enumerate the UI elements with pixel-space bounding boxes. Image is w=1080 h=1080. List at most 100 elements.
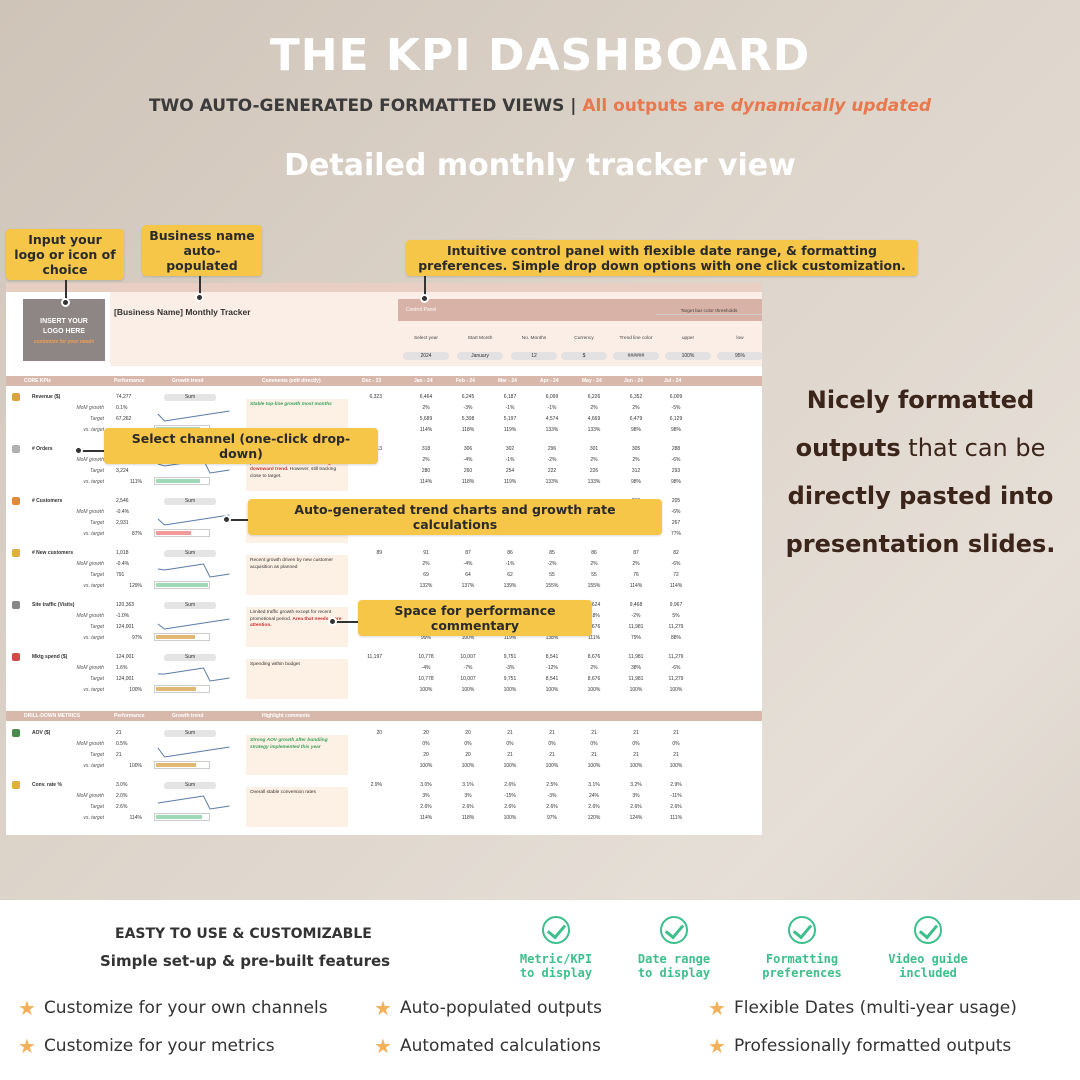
sum-dropdown[interactable]: Sum bbox=[164, 730, 216, 737]
month-value: 2% bbox=[632, 457, 640, 463]
kpi-sub-label: vs. target bbox=[83, 583, 104, 589]
kpi-name[interactable]: Site traffic (Visits) bbox=[32, 602, 75, 608]
sparkline-path bbox=[157, 795, 230, 810]
month-value: 205 bbox=[671, 498, 681, 504]
section-header-label: Growth trend bbox=[172, 713, 204, 719]
control-dropdown[interactable]: ###### bbox=[613, 352, 659, 360]
kpi-performance-value: -0.4% bbox=[116, 561, 130, 567]
control-label: Trend line color bbox=[619, 336, 653, 341]
month-value: 305 bbox=[631, 446, 641, 452]
connector bbox=[424, 276, 426, 298]
control-dropdown[interactable]: January bbox=[457, 352, 503, 360]
check-label-line: included bbox=[899, 966, 957, 980]
kpi-name[interactable]: # Orders bbox=[32, 446, 53, 452]
month-value: -1% bbox=[505, 561, 515, 567]
kpi-sub-label: vs. target bbox=[83, 763, 104, 769]
month-value: 111% bbox=[587, 635, 601, 641]
comment-text: Area that needs more attention. bbox=[250, 616, 342, 629]
month-value: 6,226 bbox=[587, 394, 601, 400]
kpi-performance-value: 124,001 bbox=[116, 654, 135, 660]
threshold-label: low bbox=[736, 336, 744, 341]
month-value: 21 bbox=[507, 730, 513, 736]
growth-trend-sparkline bbox=[157, 563, 230, 578]
month-value: -15% bbox=[504, 793, 516, 799]
month-value: -11% bbox=[670, 793, 682, 799]
connector bbox=[65, 265, 67, 303]
kpi-sub-label: Target bbox=[90, 752, 104, 758]
sum-dropdown[interactable]: Sum bbox=[164, 782, 216, 789]
kpi-name[interactable]: # Customers bbox=[32, 498, 63, 504]
month-value: 21 bbox=[673, 752, 679, 758]
control-dropdown[interactable]: 12 bbox=[511, 352, 557, 360]
check-label-line: to display bbox=[519, 966, 593, 980]
feature-label: Customize for your metrics bbox=[43, 1036, 275, 1056]
month-value: 2% bbox=[590, 405, 598, 411]
comment-box[interactable]: Limited traffic growth except for recent… bbox=[246, 607, 348, 647]
threshold-input[interactable]: 100% bbox=[665, 352, 711, 360]
month-value: -4% bbox=[463, 561, 473, 567]
month-value: 120% bbox=[587, 815, 601, 821]
month-value: 0% bbox=[590, 741, 598, 747]
check-label-line: Video guide bbox=[888, 952, 968, 966]
kpi-name[interactable]: Conv. rate % bbox=[32, 782, 62, 788]
sheet-top-strip bbox=[6, 283, 762, 292]
page-title: THE KPI DASHBOARD bbox=[269, 30, 811, 81]
month-value: 87 bbox=[465, 550, 471, 556]
month-value: 85 bbox=[549, 550, 555, 556]
dec-value: 11,197 bbox=[367, 654, 382, 660]
control-dropdown[interactable]: 2024 bbox=[403, 352, 449, 360]
comment-box[interactable]: Overall stable conversion rates bbox=[246, 787, 348, 827]
month-value: 11,981 bbox=[628, 624, 644, 630]
month-value: 100% bbox=[503, 815, 517, 821]
sum-dropdown[interactable]: Sum bbox=[164, 498, 216, 505]
month-value: 2.6% bbox=[504, 782, 516, 788]
month-value: 55 bbox=[591, 572, 597, 578]
sum-dropdown[interactable]: Sum bbox=[164, 654, 216, 661]
kpi-name[interactable]: Revenue ($) bbox=[32, 394, 61, 400]
sum-dropdown[interactable]: Sum bbox=[164, 550, 216, 557]
kpi-block: Site traffic (Visits) MoM growth Target vs.… bbox=[6, 601, 762, 651]
kpi-name[interactable]: AOV ($) bbox=[32, 730, 51, 736]
target-percent: 97% bbox=[131, 635, 142, 641]
sum-dropdown[interactable]: Sum bbox=[164, 394, 216, 401]
comment-text: Strong AOV growth after bundling strateg… bbox=[250, 738, 328, 750]
comment-box[interactable]: Recent growth driven by new customer acq… bbox=[246, 555, 348, 595]
comment-box[interactable]: Spending within budget bbox=[246, 659, 348, 699]
feature-item: ★ Auto-populated outputs bbox=[374, 996, 602, 1020]
control-dropdown[interactable]: $ bbox=[561, 352, 607, 360]
sparkline-path bbox=[157, 514, 230, 526]
month-value: 8,676 bbox=[587, 676, 601, 682]
kpi-sub-label: vs. target bbox=[83, 531, 104, 537]
comment-box[interactable]: Strong AOV growth after bundling strateg… bbox=[246, 735, 348, 775]
promo-line: outputs bbox=[795, 434, 901, 462]
connector bbox=[228, 519, 250, 521]
month-value: 3% bbox=[632, 793, 640, 799]
feature-label: Auto-populated outputs bbox=[399, 998, 603, 1018]
month-value: 55 bbox=[549, 572, 555, 578]
target-percent: 111% bbox=[129, 479, 142, 485]
kpi-icon bbox=[12, 729, 20, 737]
kpi-sub-label: vs. target bbox=[83, 479, 104, 485]
sum-dropdown[interactable]: Sum bbox=[164, 602, 216, 609]
month-value: 72 bbox=[673, 572, 679, 578]
month-value: 301 bbox=[589, 446, 599, 452]
kpi-block: Mktg spend ($) MoM growth Target vs. target… bbox=[6, 653, 762, 703]
kpi-performance-value: 21 bbox=[116, 730, 122, 736]
month-value: 2.9% bbox=[670, 782, 682, 788]
month-value: 21 bbox=[507, 752, 513, 758]
month-value: 11,981 bbox=[628, 654, 644, 660]
month-value: 2.6% bbox=[504, 804, 516, 810]
kpi-name[interactable]: Mktg spend ($) bbox=[32, 654, 68, 660]
month-value: 87 bbox=[633, 550, 639, 556]
month-value: 222 bbox=[547, 468, 557, 474]
month-value: 133% bbox=[587, 427, 601, 433]
month-value: 3% bbox=[422, 793, 430, 799]
month-value: 114% bbox=[669, 583, 683, 589]
month-value: -6% bbox=[671, 561, 681, 567]
kpi-name[interactable]: # New customers bbox=[32, 550, 74, 556]
threshold-input[interactable]: 95% bbox=[717, 352, 762, 360]
kpi-icon bbox=[12, 445, 20, 453]
logo-placeholder[interactable]: INSERT YOUR LOGO HERE customize for your… bbox=[23, 299, 105, 361]
month-value: 6,009 bbox=[669, 394, 683, 400]
check-label: Metric/KPI to display bbox=[506, 952, 606, 980]
